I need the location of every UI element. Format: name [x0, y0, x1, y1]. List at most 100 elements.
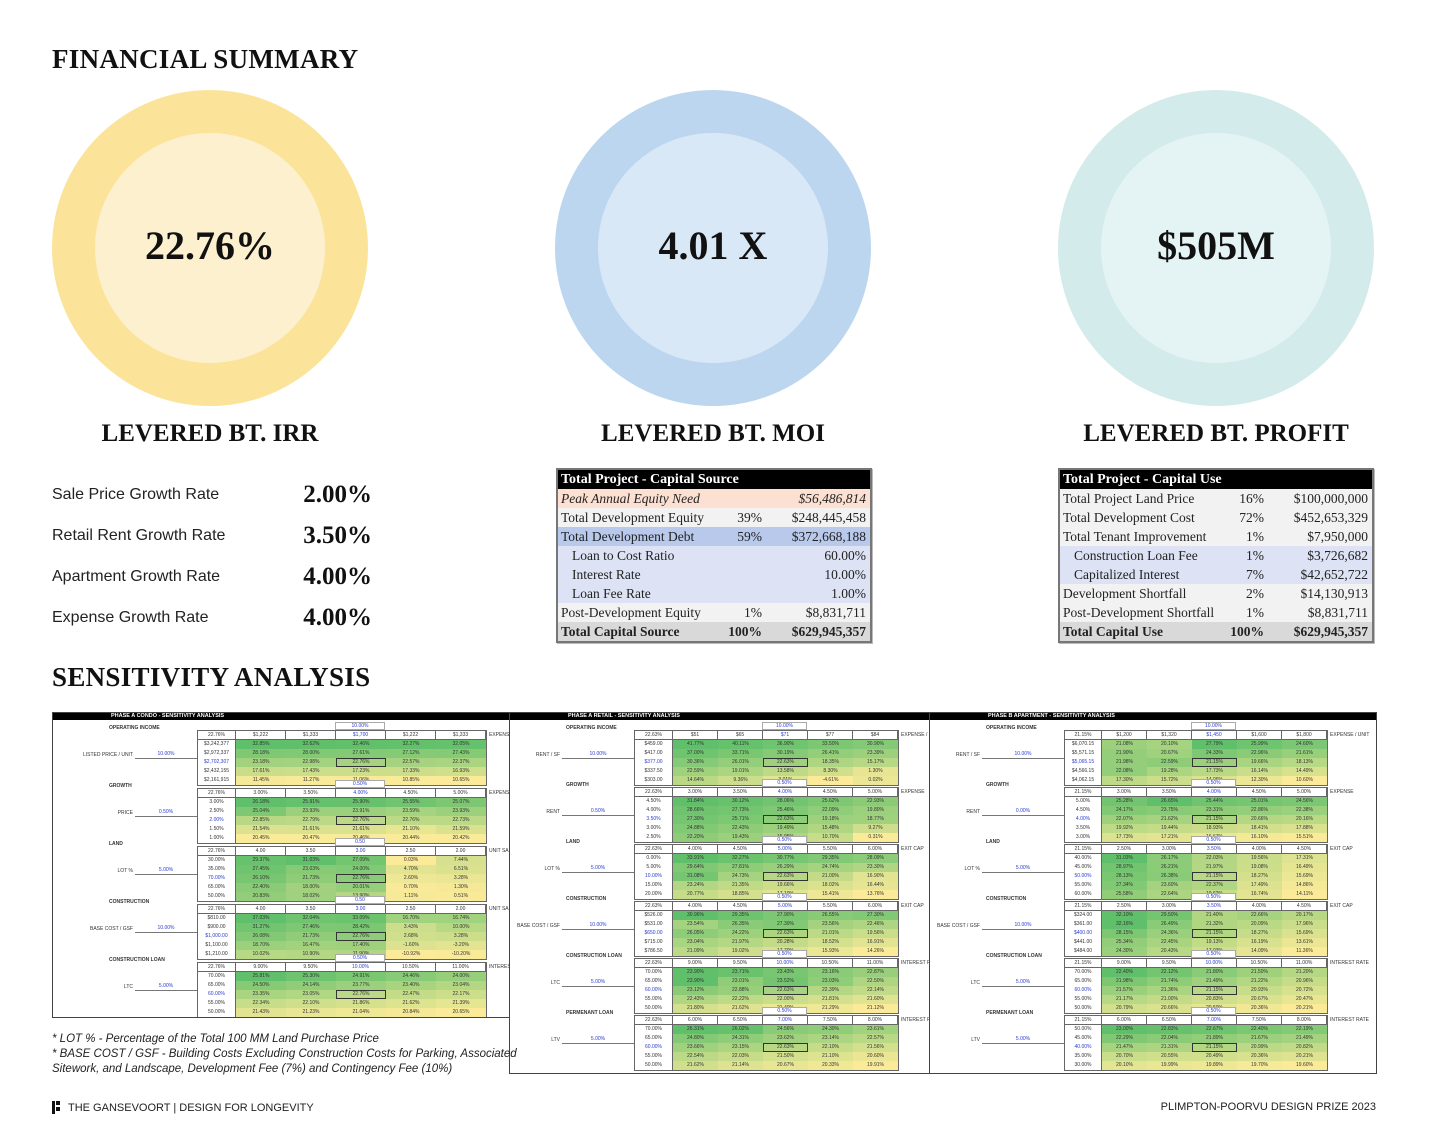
sensitivity-cell: 22.47% [386, 990, 436, 999]
row-header: $2,432,155 [198, 767, 236, 776]
base-result-cell: 22.76% [198, 789, 236, 798]
sensitivity-cell: 19.56% [853, 929, 898, 938]
row-header: 3.50% [1065, 824, 1102, 833]
row-step-input[interactable]: 5.00% [562, 979, 634, 987]
step-input[interactable]: 10.00% [335, 722, 385, 730]
row-step-input[interactable]: 5.00% [562, 865, 634, 873]
row-step-input[interactable]: 5.00% [562, 1036, 634, 1044]
row-step-input[interactable]: 10.00% [982, 751, 1064, 759]
sensitivity-cell: 27.90% [763, 911, 808, 920]
sensitivity-cell: 20.83% [1192, 995, 1237, 1004]
row-step-input[interactable]: 5.00% [982, 1036, 1064, 1044]
row-step-input[interactable]: 0.00% [982, 808, 1064, 816]
column-header: 3.50% [1147, 788, 1192, 797]
sensitivity-cell: 31.08% [673, 872, 718, 881]
column-header: 8.00% [853, 1016, 898, 1025]
step-input[interactable]: 0.50% [762, 893, 807, 901]
sensitivity-cell: 12.30% [1237, 776, 1282, 785]
column-header: $84 [853, 731, 898, 740]
step-input[interactable]: 0.50% [762, 836, 807, 844]
sensitivity-cell: 21.00% [1147, 995, 1192, 1004]
row-step-input[interactable]: 10.00% [562, 751, 634, 759]
sensitivity-cell: 19.66% [763, 881, 808, 890]
row-header: $1,100.00 [198, 941, 236, 950]
step-input[interactable]: 0.50 [335, 838, 385, 846]
sensitivity-cell: 18.02% [808, 881, 853, 890]
sensitivity-cell: 21.15% [1192, 929, 1237, 938]
sensitivity-cell: 21.74% [1147, 977, 1192, 986]
sensitivity-cell: 21.15% [1192, 872, 1237, 881]
sensitivity-cell: 15.93% [808, 947, 853, 956]
row-step-input[interactable]: 5.00% [135, 867, 197, 875]
sensitivity-cell: 22.03% [1192, 854, 1237, 863]
step-input[interactable]: 0.50% [762, 779, 807, 787]
table-row: Post-Development Equity 1% $8,831,711 [558, 603, 870, 622]
column-header: 2.50 [386, 905, 436, 914]
sensitivity-cell: 16.44% [853, 881, 898, 890]
row-header: 60.00% [1065, 890, 1102, 899]
row-step-input[interactable]: 0.50% [135, 809, 197, 817]
sensitivity-cell: 25.07% [436, 798, 486, 807]
table-row: Interest Rate 10.00% [558, 565, 870, 584]
base-result-cell: 21.15% [1065, 959, 1102, 968]
row-step-input[interactable]: 10.00% [562, 922, 634, 930]
sensitivity-cell: 21.00% [808, 872, 853, 881]
step-input[interactable]: 0.50% [335, 780, 385, 788]
step-input[interactable]: 10.00% [762, 722, 807, 730]
sensitivity-cell: 17.73% [1102, 833, 1147, 842]
step-input[interactable]: 0.50% [335, 954, 385, 962]
moi-value: 4.01 X [658, 223, 768, 268]
sensitivity-cell: 27.09% [336, 856, 386, 865]
row-name: Interest Rate [572, 567, 641, 582]
row-header: 1.00% [198, 834, 236, 843]
row-pct [722, 489, 762, 508]
row-step-input[interactable]: 10.00% [135, 751, 197, 759]
sensitivity-cell: 20.67% [1237, 995, 1282, 1004]
condo-sensitivity-panel: PHASE A CONDO - SENSITIVITY ANALYSIS OPE… [52, 712, 510, 1018]
column-header: 4.00% [673, 845, 718, 854]
sensitivity-cell: 18.85% [718, 890, 763, 899]
sensitivity-cell: 16.90% [853, 872, 898, 881]
sensitivity-cell: 22.63% [763, 986, 808, 995]
step-input[interactable]: 0.50% [762, 950, 807, 958]
row-step-input[interactable]: 5.00% [982, 979, 1064, 987]
sensitivity-cell: -10.92% [386, 950, 436, 959]
column-header: 7.50% [808, 1016, 853, 1025]
row-header: $441.00 [1065, 938, 1102, 947]
sensitivity-cell: 21.97% [718, 938, 763, 947]
row-amount: $8,831,711 [1307, 605, 1368, 620]
row-step-input[interactable]: 0.50% [562, 808, 634, 816]
step-input[interactable]: 0.50% [1191, 950, 1236, 958]
step-input[interactable]: 10.00% [1191, 722, 1236, 730]
step-input[interactable]: 0.50 [335, 896, 385, 904]
row-header: $377.00 [635, 758, 673, 767]
step-input[interactable]: 0.50% [1191, 1007, 1236, 1015]
sensitivity-cell: 26.55% [808, 911, 853, 920]
row-header: 50.00% [635, 1004, 673, 1013]
block-name: CONSTRUCTION [986, 896, 1027, 902]
row-step-input[interactable]: 10.00% [982, 922, 1064, 930]
sensitivity-cell: 15.69% [1282, 929, 1327, 938]
column-header: 3.00% [1147, 845, 1192, 854]
sensitivity-cell: 24.36% [1147, 929, 1192, 938]
sensitivity-cell: 14.49% [1282, 767, 1327, 776]
step-input[interactable]: 0.50% [1191, 893, 1236, 901]
column-variable-label: UNIT SALE / MON [489, 906, 509, 912]
row-step-input[interactable]: 5.00% [982, 865, 1064, 873]
sensitivity-cell: 19.28% [1147, 767, 1192, 776]
row-step-input[interactable]: 5.00% [135, 983, 197, 991]
growth-value: 3.50% [303, 521, 372, 549]
step-input[interactable]: 0.50% [1191, 779, 1236, 787]
step-input[interactable]: 0.50% [1191, 836, 1236, 844]
sensitivity-grid: 22.63% 4.00% 4.50% 5.00% 5.50% 6.00% $526.00 30… [634, 901, 899, 957]
block-name: OPERATING INCOME [109, 725, 160, 731]
row-header: $810.00 [198, 914, 236, 923]
sensitivity-cell: 20.10% [1102, 1061, 1147, 1070]
footer-left: THE GANSEVOORT | DESIGN FOR LONGEVITY [52, 1101, 314, 1114]
base-result-cell: 21.15% [1065, 1016, 1102, 1025]
step-input[interactable]: 0.50% [762, 1007, 807, 1015]
sensitivity-cell: 26.35% [718, 920, 763, 929]
sensitivity-cell: 27.34% [1102, 881, 1147, 890]
row-step-input[interactable]: 10.00% [135, 925, 197, 933]
sensitivity-cell: 20.82% [1282, 1043, 1327, 1052]
